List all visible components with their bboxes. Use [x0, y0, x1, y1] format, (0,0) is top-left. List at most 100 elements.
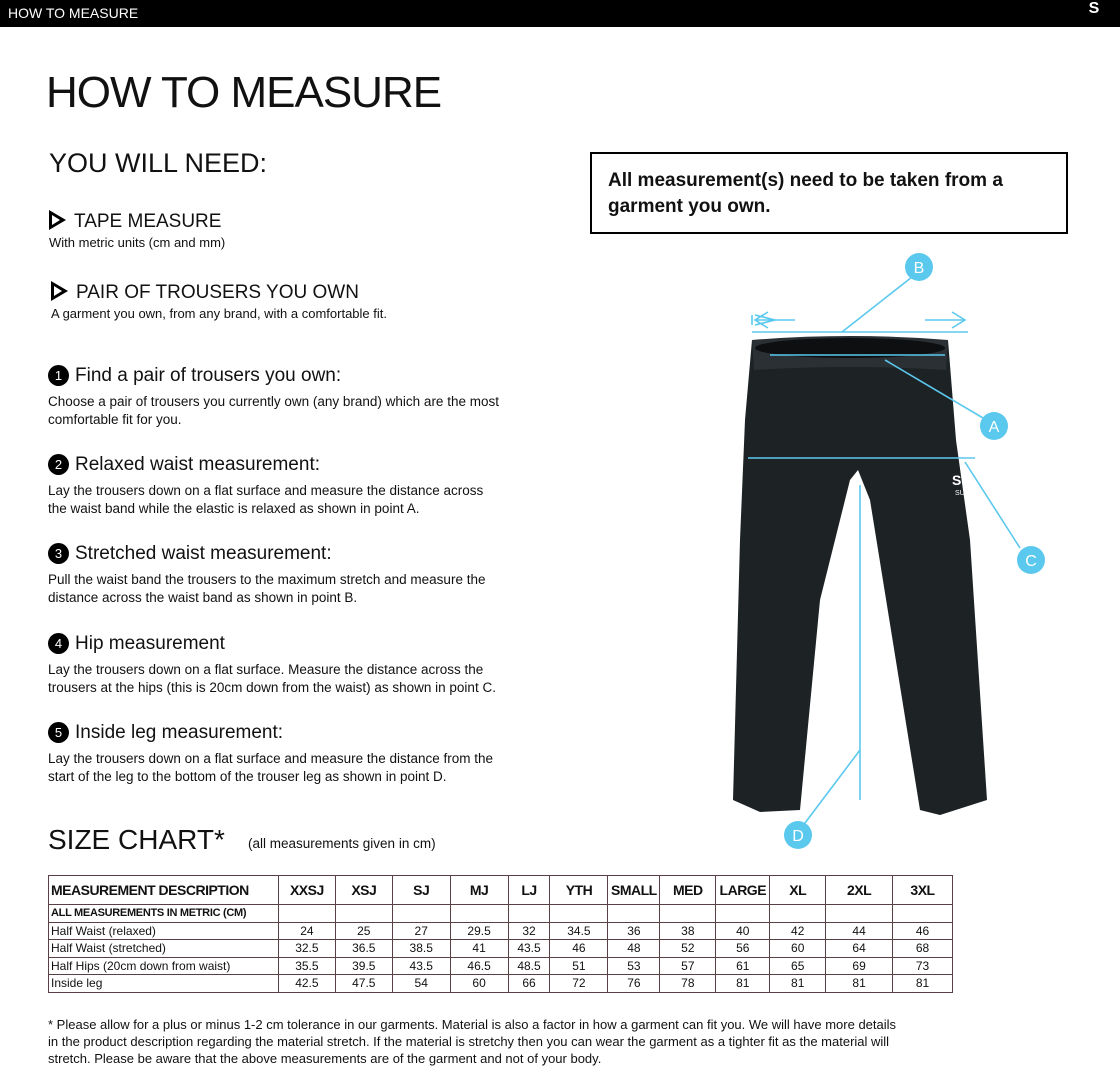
need-item-tape: TAPE MEASURE With metric units (cm and m… [49, 210, 225, 250]
column-header: SJ [391, 875, 451, 905]
table-cell: 34.5 [549, 921, 609, 940]
step-title: Hip measurement [75, 633, 225, 654]
column-header: MJ [449, 875, 509, 905]
step-number-icon: 3 [48, 543, 69, 564]
table-cell: 51 [549, 956, 609, 975]
table-cell: 61 [715, 956, 771, 975]
label-b: B [914, 260, 925, 277]
table-cell: 46 [892, 921, 953, 940]
table-cell: 56 [715, 939, 771, 958]
step-number-icon: 4 [48, 633, 69, 654]
table-cell: 40 [715, 921, 771, 940]
table-cell: 65 [769, 956, 827, 975]
table-cell: 35.5 [277, 956, 336, 975]
table-cell: 36.5 [334, 939, 393, 958]
need-item-subtitle: A garment you own, from any brand, with … [51, 306, 387, 321]
step-5: 5 Inside leg measurement: Lay the trousers… [48, 722, 503, 786]
empty-cell [825, 904, 894, 923]
table-cell: 64 [825, 939, 894, 958]
table-cell: 39.5 [334, 956, 393, 975]
row-label: Half Waist (stretched) [48, 939, 279, 958]
table-cell: 24 [277, 921, 336, 940]
table-cell: 69 [825, 956, 894, 975]
empty-cell [334, 904, 393, 923]
table-cell: 32.5 [277, 939, 336, 958]
table-cell: 60 [449, 974, 509, 993]
column-header: LJ [507, 875, 551, 905]
step-number-icon: 5 [48, 722, 69, 743]
step-text: Lay the trousers down on a flat surface … [48, 751, 493, 784]
table-cell: 42.5 [277, 974, 336, 993]
table-cell: 54 [391, 974, 451, 993]
empty-cell [607, 904, 661, 923]
table-cell: 78 [659, 974, 717, 993]
table-cell: 81 [825, 974, 894, 993]
step-title: Relaxed waist measurement: [75, 454, 320, 475]
table-cell: 47.5 [334, 974, 393, 993]
empty-cell [769, 904, 827, 923]
play-triangle-icon [49, 210, 66, 230]
need-item-subtitle: With metric units (cm and mm) [49, 235, 226, 250]
table-cell: 29.5 [449, 921, 509, 940]
table-cell: 27 [391, 921, 451, 940]
table-cell: 46.5 [449, 956, 509, 975]
step-1: 1 Find a pair of trousers you own: Choose … [48, 365, 528, 429]
table-cell: 44 [825, 921, 894, 940]
step-text: Lay the trousers down on a flat surface.… [48, 662, 496, 695]
need-item-trousers: PAIR OF TROUSERS YOU OWN A garment you o… [51, 281, 387, 321]
step-title: Find a pair of trousers you own: [75, 365, 342, 386]
table-row: Half Hips (20cm down from waist) 35.5 39.5… [48, 956, 953, 975]
empty-cell [277, 904, 336, 923]
table-cell: 36 [607, 921, 661, 940]
table-cell: 48.5 [507, 956, 551, 975]
table-cell: 43.5 [391, 956, 451, 975]
empty-cell [449, 904, 509, 923]
subheader-cell: ALL MEASUREMENTS IN METRIC (CM) [48, 904, 279, 923]
table-subheader-row: ALL MEASUREMENTS IN METRIC (CM) [48, 904, 953, 923]
table-cell: 48 [607, 939, 661, 958]
measurement-note-box: All measurement(s) need to be taken from… [590, 152, 1068, 234]
column-header: MEASUREMENT DESCRIPTION [48, 875, 279, 905]
table-row: Half Waist (relaxed) 24 25 27 29.5 32 34.5 36 38… [48, 921, 953, 940]
empty-cell [659, 904, 717, 923]
step-3: 3 Stretched waist measurement: Pull the wa… [48, 543, 518, 607]
empty-cell [892, 904, 953, 923]
empty-cell [391, 904, 451, 923]
trousers-diagram: SURRIDGE S B A C D [733, 253, 1045, 849]
header-title: HOW TO MEASURE [8, 5, 139, 21]
empty-cell [507, 904, 551, 923]
table-row: Half Waist (stretched) 32.5 36.5 38.5 41 43.5… [48, 939, 953, 958]
table-cell: 53 [607, 956, 661, 975]
size-chart-subheading: (all measurements given in cm) [248, 836, 436, 851]
column-header: SMALL [607, 875, 661, 905]
step-text: Lay the trousers down on a flat surface … [48, 483, 484, 516]
step-text: Choose a pair of trousers you currently … [48, 394, 499, 427]
need-item-title: TAPE MEASURE [74, 211, 222, 232]
svg-text:S: S [952, 472, 961, 488]
empty-cell [715, 904, 771, 923]
step-4: 4 Hip measurement Lay the trousers down on… [48, 633, 518, 697]
table-cell: 66 [507, 974, 551, 993]
table-cell: 72 [549, 974, 609, 993]
page-title: HOW TO MEASURE [46, 68, 442, 117]
step-number-icon: 2 [48, 454, 69, 475]
step-2: 2 Relaxed waist measurement: Lay the trous… [48, 454, 503, 518]
column-header: LARGE [715, 875, 771, 905]
table-cell: 68 [892, 939, 953, 958]
table-cell: 57 [659, 956, 717, 975]
table-cell: 46 [549, 939, 609, 958]
play-triangle-icon [51, 281, 68, 301]
table-header-row: MEASUREMENT DESCRIPTION XXSJ XSJ SJ MJ LJ YTH S… [48, 875, 953, 905]
table-cell: 38 [659, 921, 717, 940]
header-bar: HOW TO MEASURE S SURRIDGE [0, 0, 1120, 33]
column-header: XL [769, 875, 827, 905]
step-title: Stretched waist measurement: [75, 543, 332, 564]
trousers-image: SURRIDGE S [733, 336, 992, 815]
table-cell: 73 [892, 956, 953, 975]
table-cell: 60 [769, 939, 827, 958]
size-chart-table: MEASUREMENT DESCRIPTION XXSJ XSJ SJ MJ LJ YTH S… [48, 875, 953, 993]
size-chart-heading: SIZE CHART* [48, 824, 225, 855]
label-a: A [989, 419, 1000, 436]
footnote: * Please allow for a plus or minus 1-2 c… [48, 1017, 897, 1066]
column-header: MED [659, 875, 717, 905]
